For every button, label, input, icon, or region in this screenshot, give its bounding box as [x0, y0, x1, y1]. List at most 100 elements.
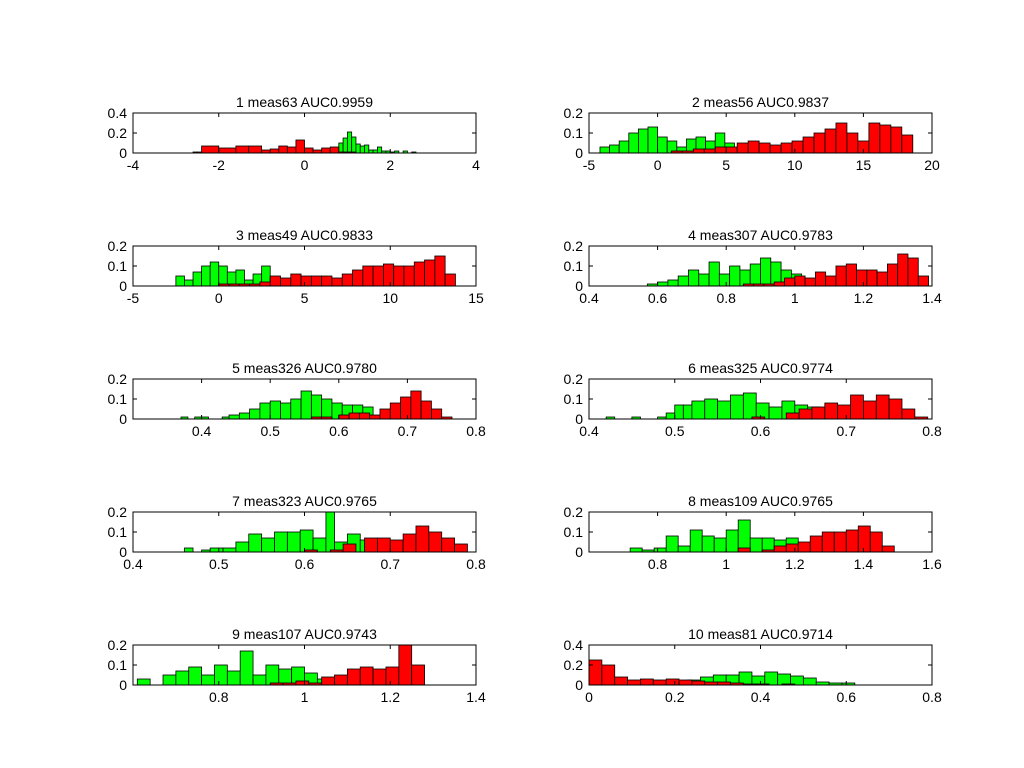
red-bar-3: [773, 545, 787, 553]
green-bar-9: [252, 674, 267, 686]
green-bar-5: [201, 674, 215, 686]
red-bar-10: [835, 265, 847, 287]
red-bar-7: [736, 142, 749, 154]
red-bar-8: [415, 525, 430, 553]
green-bar-1: [599, 146, 610, 154]
green-bar-11: [749, 537, 763, 553]
green-bar-9: [725, 529, 739, 553]
red-bar-10: [441, 537, 455, 553]
red-bar-20: [413, 261, 425, 287]
red-bar-3: [614, 676, 628, 686]
green-bar-3: [192, 271, 202, 287]
y-tick-label: 0: [119, 544, 127, 560]
red-bar-11: [454, 543, 468, 553]
red-bar-5: [824, 402, 839, 420]
green-bar-11: [278, 668, 293, 686]
red-bar-16: [897, 253, 909, 287]
red-bar-5: [714, 146, 727, 154]
green-bar-8: [274, 531, 288, 553]
green-bar-2: [657, 281, 669, 287]
y-tick-label: 0: [119, 145, 127, 161]
red-bar-18: [917, 275, 929, 287]
red-bar-4: [627, 679, 641, 686]
green-bar-9: [729, 265, 741, 287]
x-tick-label: 0.6: [837, 689, 857, 705]
red-bar-12: [431, 408, 443, 420]
x-tick-label: 15: [468, 290, 484, 306]
x-tick-label: 0: [215, 290, 223, 306]
red-bar-7: [850, 394, 864, 420]
red-bar-10: [385, 666, 400, 686]
red-bar-9: [400, 396, 412, 420]
y-tick-label: 0: [575, 411, 583, 427]
y-tick-label: 0: [575, 544, 583, 560]
green-bar-8: [704, 398, 719, 420]
y-tick-label: 0: [119, 677, 127, 693]
green-bar-11: [742, 392, 757, 420]
red-bar-11: [845, 263, 857, 287]
x-tick-label: 0.6: [751, 423, 771, 439]
y-tick-label: 0.2: [564, 238, 584, 254]
red-bar-15: [362, 265, 374, 287]
green-bar-12: [325, 511, 335, 553]
x-tick-label: 1.6: [922, 556, 942, 572]
y-tick-label: 0.2: [108, 504, 128, 520]
red-bar-12: [411, 664, 425, 686]
x-tick-label: 0.4: [123, 556, 143, 572]
green-bar-4: [665, 412, 676, 420]
green-bar-9: [717, 400, 731, 420]
red-bar-11: [780, 142, 793, 154]
red-bar-6: [652, 679, 667, 686]
red-bar-19: [403, 265, 415, 287]
red-bar-5: [321, 676, 335, 686]
red-bar-7: [379, 408, 391, 420]
x-tick-label: 0.8: [922, 423, 942, 439]
y-tick-label: 0.1: [108, 657, 128, 673]
red-bar-14: [321, 147, 331, 154]
red-bar-9: [278, 145, 288, 154]
x-tick-label: 4: [472, 157, 480, 173]
subplot-title: 9 meas107 AUC0.9743: [232, 626, 377, 642]
x-tick-label: 1.4: [922, 290, 942, 306]
green-bar-7: [261, 537, 275, 553]
red-bar-8: [678, 679, 693, 686]
red-bar-2: [785, 412, 800, 420]
red-bar-20: [879, 124, 892, 154]
green-bar-12: [802, 677, 817, 686]
green-bar-13: [768, 406, 783, 420]
green-bar-9: [269, 400, 281, 420]
red-bar-14: [813, 132, 826, 154]
subplot-title: 8 meas109 AUC0.9765: [688, 493, 833, 509]
red-bar-1: [588, 659, 603, 686]
green-bar-4: [628, 132, 639, 154]
red-bar-6: [248, 145, 263, 154]
x-tick-label: 0.5: [209, 556, 229, 572]
red-bar-10: [888, 398, 903, 420]
green-bar-6: [689, 529, 703, 553]
x-tick-label: -5: [583, 157, 596, 173]
x-tick-label: 1: [722, 556, 730, 572]
red-bar-13: [866, 269, 878, 287]
x-tick-label: 0.8: [466, 423, 486, 439]
green-bar-10: [737, 519, 751, 553]
green-bar-6: [248, 533, 263, 553]
subplot-6: 0.4 0.5 0.6 0.7 0.8 0 0.1 0.2 6 meas325 AUC0.977…: [564, 360, 942, 439]
red-bar-2: [601, 664, 616, 686]
red-bar-4: [348, 412, 360, 420]
red-bar-12: [304, 147, 314, 154]
x-tick-label: 0.7: [837, 423, 857, 439]
red-bar-11: [869, 531, 883, 553]
red-bar-3: [201, 145, 220, 154]
green-bar-2: [184, 279, 194, 287]
green-bar-1: [175, 275, 185, 287]
x-tick-label: 0.5: [665, 423, 685, 439]
red-bar-4: [785, 543, 799, 553]
red-bar-4: [218, 147, 237, 154]
red-bar-9: [825, 275, 837, 287]
x-tick-label: 1: [301, 689, 309, 705]
green-bar-13: [376, 146, 383, 154]
red-bar-11: [321, 275, 333, 287]
green-bar-10: [280, 402, 292, 420]
green-bar-3: [618, 140, 630, 154]
